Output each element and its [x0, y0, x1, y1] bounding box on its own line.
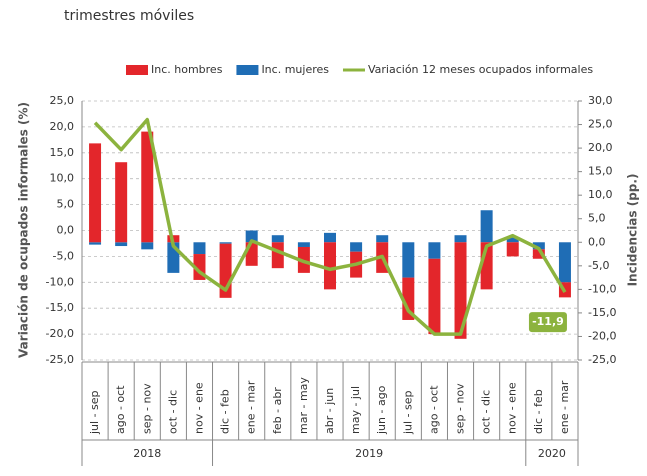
legend-label: Variación 12 meses ocupados informales [368, 63, 593, 76]
bar [89, 242, 102, 245]
y2-tick-label: 10,0 [588, 188, 613, 201]
year-label: 2019 [355, 447, 383, 460]
bar [532, 249, 545, 259]
legend-swatch [236, 65, 259, 75]
y2-tick-label: 15,0 [588, 165, 613, 178]
y-tick-label: -15,0 [46, 301, 74, 314]
y2-axis-label: Incidencias (pp.) [626, 174, 640, 287]
x-tick-label: oct - dic [480, 390, 493, 434]
legend-label: Inc. mujeres [261, 63, 329, 76]
bar [297, 242, 310, 247]
bar [558, 242, 571, 283]
bar [271, 235, 284, 243]
x-tick-label: abr - jun [323, 388, 336, 434]
x-tick-label: ene - mar [245, 380, 258, 434]
bar [376, 235, 389, 243]
bar [141, 242, 154, 250]
data-label: -11,9 [532, 315, 564, 328]
bar [219, 242, 232, 244]
y-tick-label: -5,0 [53, 249, 74, 262]
bar [324, 242, 336, 290]
bar [402, 277, 415, 320]
bar [402, 242, 415, 278]
x-tick-label: jun - ago [375, 385, 388, 435]
chart-subtitle: trimestres móviles [64, 8, 194, 24]
bar [350, 242, 363, 252]
x-tick-label: ago - oct [427, 385, 440, 434]
y2-tick-label: 25,0 [588, 118, 613, 131]
bar [89, 143, 102, 243]
x-tick-label: mar - may [297, 377, 310, 434]
x-tick-label: ene - mar [558, 380, 571, 434]
bar [141, 131, 154, 243]
bar [532, 242, 545, 250]
y-tick-label: 25,0 [50, 94, 75, 107]
bar [115, 162, 128, 243]
bar [506, 242, 519, 257]
x-tick-label: ago - oct [114, 385, 127, 434]
bar [480, 210, 493, 243]
y-tick-label: 0,0 [57, 224, 75, 237]
legend-swatch [126, 65, 148, 75]
legend-label: Inc. hombres [151, 63, 223, 76]
x-tick-label: sep - nov [454, 383, 467, 434]
y-tick-label: 5,0 [57, 198, 75, 211]
year-label: 2020 [538, 447, 566, 460]
x-tick-label: nov - ene [192, 382, 205, 434]
bar [324, 232, 336, 243]
y-tick-label: -20,0 [46, 327, 74, 340]
x-tick-label: may - jul [349, 386, 362, 434]
x-tick-label: dic - feb [219, 389, 232, 434]
year-label: 2018 [133, 447, 161, 460]
bar [115, 242, 128, 247]
x-tick-label: nov - ene [506, 382, 519, 434]
y2-tick-label: -20,0 [588, 329, 616, 342]
x-tick-label: feb - abr [271, 387, 284, 434]
y-tick-label: -25,0 [46, 353, 74, 366]
annotation-box [528, 312, 567, 333]
y-tick-label: 15,0 [50, 146, 75, 159]
x-tick-label: dic - feb [532, 389, 545, 434]
y2-tick-label: 0,0 [588, 235, 606, 248]
bar [193, 242, 206, 255]
bar [428, 242, 441, 259]
y-axis-label: Variación de ocupados informales (%) [17, 102, 31, 358]
y2-tick-label: -5,0 [588, 259, 609, 272]
x-tick-label: sep - nov [140, 383, 153, 434]
bar [454, 242, 467, 339]
y2-tick-label: 30,0 [588, 94, 613, 107]
y2-tick-label: 20,0 [588, 141, 613, 154]
bar [245, 230, 258, 243]
bar [428, 258, 441, 335]
y2-tick-label: -10,0 [588, 282, 616, 295]
x-tick-label: jul - sep [401, 390, 414, 435]
bar [506, 237, 519, 243]
y2-tick-label: -15,0 [588, 306, 616, 319]
y-tick-label: 10,0 [50, 172, 75, 185]
y-tick-label: -10,0 [46, 275, 74, 288]
bar [271, 242, 284, 269]
x-tick-label: jul - sep [88, 390, 101, 435]
line [93, 117, 567, 336]
y2-tick-label: 5,0 [588, 212, 606, 225]
x-tick-label: oct - dic [166, 390, 179, 434]
y2-tick-label: -25,0 [588, 353, 616, 366]
bar [454, 235, 467, 243]
y-tick-label: 20,0 [50, 120, 75, 133]
